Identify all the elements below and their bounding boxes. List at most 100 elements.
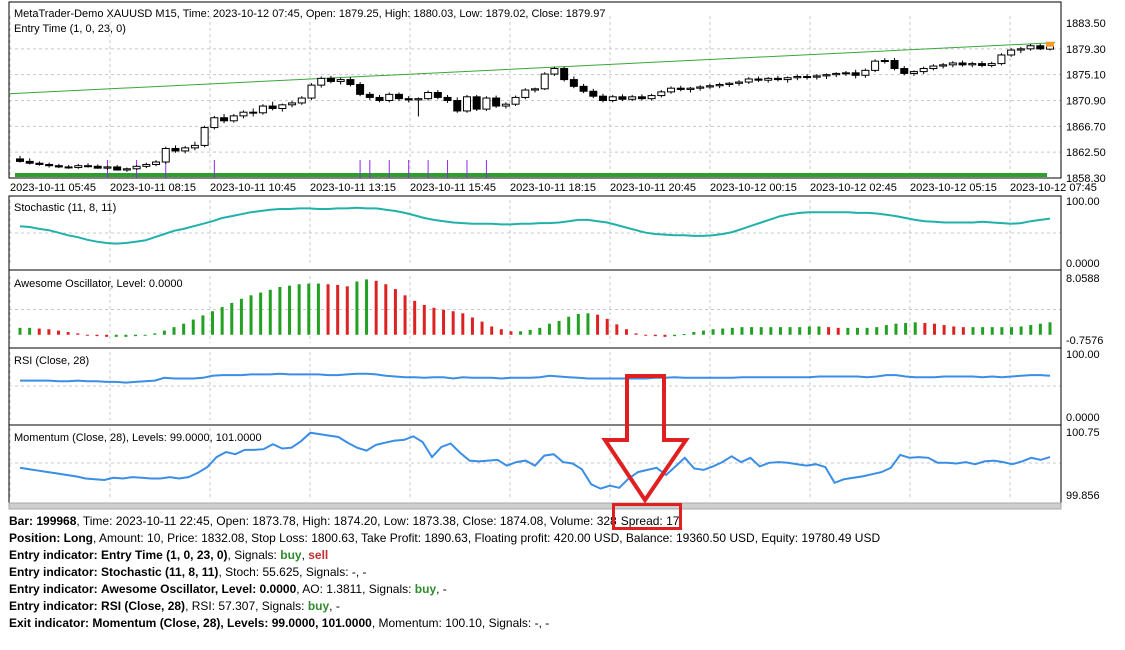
candle [326, 77, 335, 82]
candle [501, 103, 510, 107]
ao-bar [18, 327, 22, 335]
awesome-buy-signal: buy [414, 582, 437, 596]
candle [181, 147, 190, 152]
annotation-arrow [601, 374, 690, 504]
awesome-signals-rest: , - [436, 582, 447, 596]
candle [394, 93, 403, 100]
entry-time-buy-signal: buy [280, 548, 302, 562]
equity: 19780.49 USD [801, 531, 881, 545]
stochastic-y-tick: 100.00 [1066, 196, 1100, 208]
candle [161, 147, 170, 163]
ao-bar [769, 327, 773, 335]
ao-bar [249, 295, 253, 335]
ao-bar [403, 295, 407, 335]
ao-bar [316, 283, 320, 335]
rsi-name: RSI (Close, 28) [101, 599, 186, 613]
ao-bar [990, 327, 994, 335]
candle [725, 82, 734, 86]
candle [84, 165, 93, 168]
ao-bar [624, 329, 628, 335]
bar-low: 1873.38 [412, 514, 456, 528]
bar-info-row: Bar: 199968, Time: 2023-10-11 22:45, Ope… [9, 514, 680, 528]
ao-bar [297, 284, 301, 335]
x-tick: 2023-10-11 13:15 [310, 182, 396, 194]
main-title: MetaTrader-Demo XAUUSD M15, Time: 2023-1… [14, 8, 606, 20]
ao-bar [884, 325, 888, 335]
candle [841, 72, 850, 75]
rsi-y-tick: 0.0000 [1066, 412, 1100, 424]
candle [190, 144, 199, 149]
candle [939, 64, 948, 67]
ao-bar [259, 292, 263, 335]
chart-area[interactable]: 1883.50 1879.30 1875.10 1870.90 1866.70 1862.… [0, 0, 1125, 510]
candle [268, 105, 277, 109]
candle [511, 96, 520, 105]
candle [696, 86, 705, 89]
ao-bar [393, 289, 397, 335]
stochastic-signals: -, - [351, 565, 367, 579]
candle [1007, 49, 1016, 56]
ao-bar [191, 319, 195, 335]
ao-bar [615, 324, 619, 335]
x-tick: 2023-10-12 00:15 [710, 182, 797, 194]
main-y-tick: 1866.70 [1066, 121, 1106, 133]
candle [74, 165, 83, 169]
ao-bar [288, 285, 292, 335]
ao-bar [538, 327, 542, 335]
ao-bar [153, 333, 157, 335]
x-tick: 2023-10-11 20:45 [610, 182, 696, 194]
ao-bar [201, 315, 205, 335]
candle [657, 91, 666, 97]
candle [45, 163, 54, 167]
candle [686, 87, 695, 90]
ao-bar [1019, 326, 1023, 335]
ao-bar [904, 322, 908, 335]
candle [220, 117, 229, 122]
ao-bar [470, 317, 474, 335]
candle [764, 77, 773, 81]
entry-time-label: Entry Time (1, 0, 23, 0) [14, 23, 126, 35]
ao-bar [134, 334, 138, 337]
ao-bar [422, 305, 426, 335]
bar-time: 2023-10-11 22:45 [115, 514, 210, 528]
candle [676, 87, 685, 90]
spread-value: 17 [666, 514, 680, 528]
ao-bar [673, 334, 677, 337]
ao-bar [528, 329, 532, 335]
floating-profit: 420.00 USD [553, 531, 620, 545]
ao-bar [605, 318, 609, 335]
candle [249, 111, 258, 114]
candle [453, 100, 462, 112]
ao-bar [894, 323, 898, 335]
rsi-buy-signal: buy [307, 599, 330, 613]
rsi-row: Entry indicator: RSI (Close, 28), RSI: 5… [9, 599, 340, 613]
candle [443, 96, 452, 102]
candle [832, 72, 841, 76]
ao-bar [817, 326, 821, 335]
candle [948, 62, 957, 66]
awesome-row: Entry indicator: Awesome Oscillator, Lev… [9, 582, 447, 596]
stochastic-label: Stochastic (11, 8, 11) [14, 202, 116, 214]
candle [258, 105, 267, 114]
candle [715, 84, 724, 87]
candle [462, 96, 471, 112]
candle [997, 54, 1006, 65]
ao-bar [1038, 323, 1042, 335]
ao-bar [923, 322, 927, 335]
candle [880, 60, 889, 63]
ao-bar [576, 314, 580, 335]
x-tick: 2023-10-12 02:45 [810, 182, 897, 194]
ao-bar [105, 334, 109, 337]
ao-bar [66, 331, 70, 335]
candle [521, 89, 530, 98]
candle [531, 88, 539, 91]
bar-high: 1874.20 [333, 514, 378, 528]
candle [93, 165, 102, 169]
ao-bar [836, 327, 840, 335]
stop-loss: 1800.63 [311, 531, 355, 545]
spread-highlight-box [612, 503, 682, 530]
ao-bar [374, 280, 378, 335]
ao-bar [278, 287, 282, 335]
candle [64, 166, 73, 169]
ao-bar [211, 311, 215, 335]
